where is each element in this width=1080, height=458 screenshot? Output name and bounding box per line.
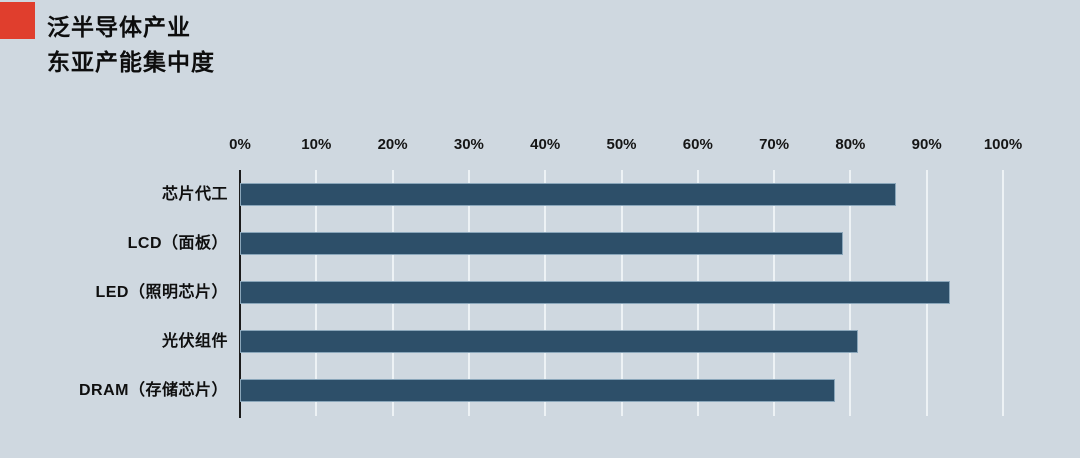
category-label: LED（照明芯片） [95, 284, 228, 302]
x-tick-label: 0% [229, 136, 251, 153]
x-tick-label: 30% [453, 136, 484, 153]
bar-光伏组件 [240, 330, 859, 354]
x-tick-label: 10% [301, 136, 332, 153]
x-tick-label: 100% [983, 136, 1023, 153]
bar-LCD（面板） [240, 232, 843, 256]
chart-title: 泛半导体产业 东亚产能集中度 [47, 10, 215, 80]
bar-芯片代工 [240, 183, 897, 206]
category-label: LCD（面板） [127, 235, 228, 253]
chart-title-line2: 东亚产能集中度 [47, 49, 215, 75]
bar-DRAM（存储芯片） [240, 379, 836, 403]
category-label: DRAM（存储芯片） [79, 382, 228, 400]
x-tick-label: 80% [835, 136, 866, 153]
category-label: 芯片代工 [161, 186, 228, 203]
x-tick-label: 40% [530, 136, 561, 153]
chart-title-line1: 泛半导体产业 [47, 14, 191, 40]
x-tick-label: 60% [682, 136, 713, 153]
red-accent-square [0, 2, 35, 39]
bar-LED（照明芯片） [240, 281, 950, 305]
x-tick-label: 70% [759, 136, 790, 153]
gridline [1002, 170, 1004, 416]
x-tick-label: 20% [377, 136, 408, 153]
x-axis-tick-row: 0% 10% 20% 30% 40% 50% 60% 70% 80% 90% 100% [229, 136, 1022, 158]
bar-chart-plot-area: 芯片代工 LCD（面板） LED（照明芯片） 光伏组件 DRAM（存储芯片） [79, 170, 1004, 418]
x-tick-label: 50% [606, 136, 637, 153]
category-label: 光伏组件 [161, 333, 228, 351]
x-tick-label: 90% [911, 136, 942, 153]
